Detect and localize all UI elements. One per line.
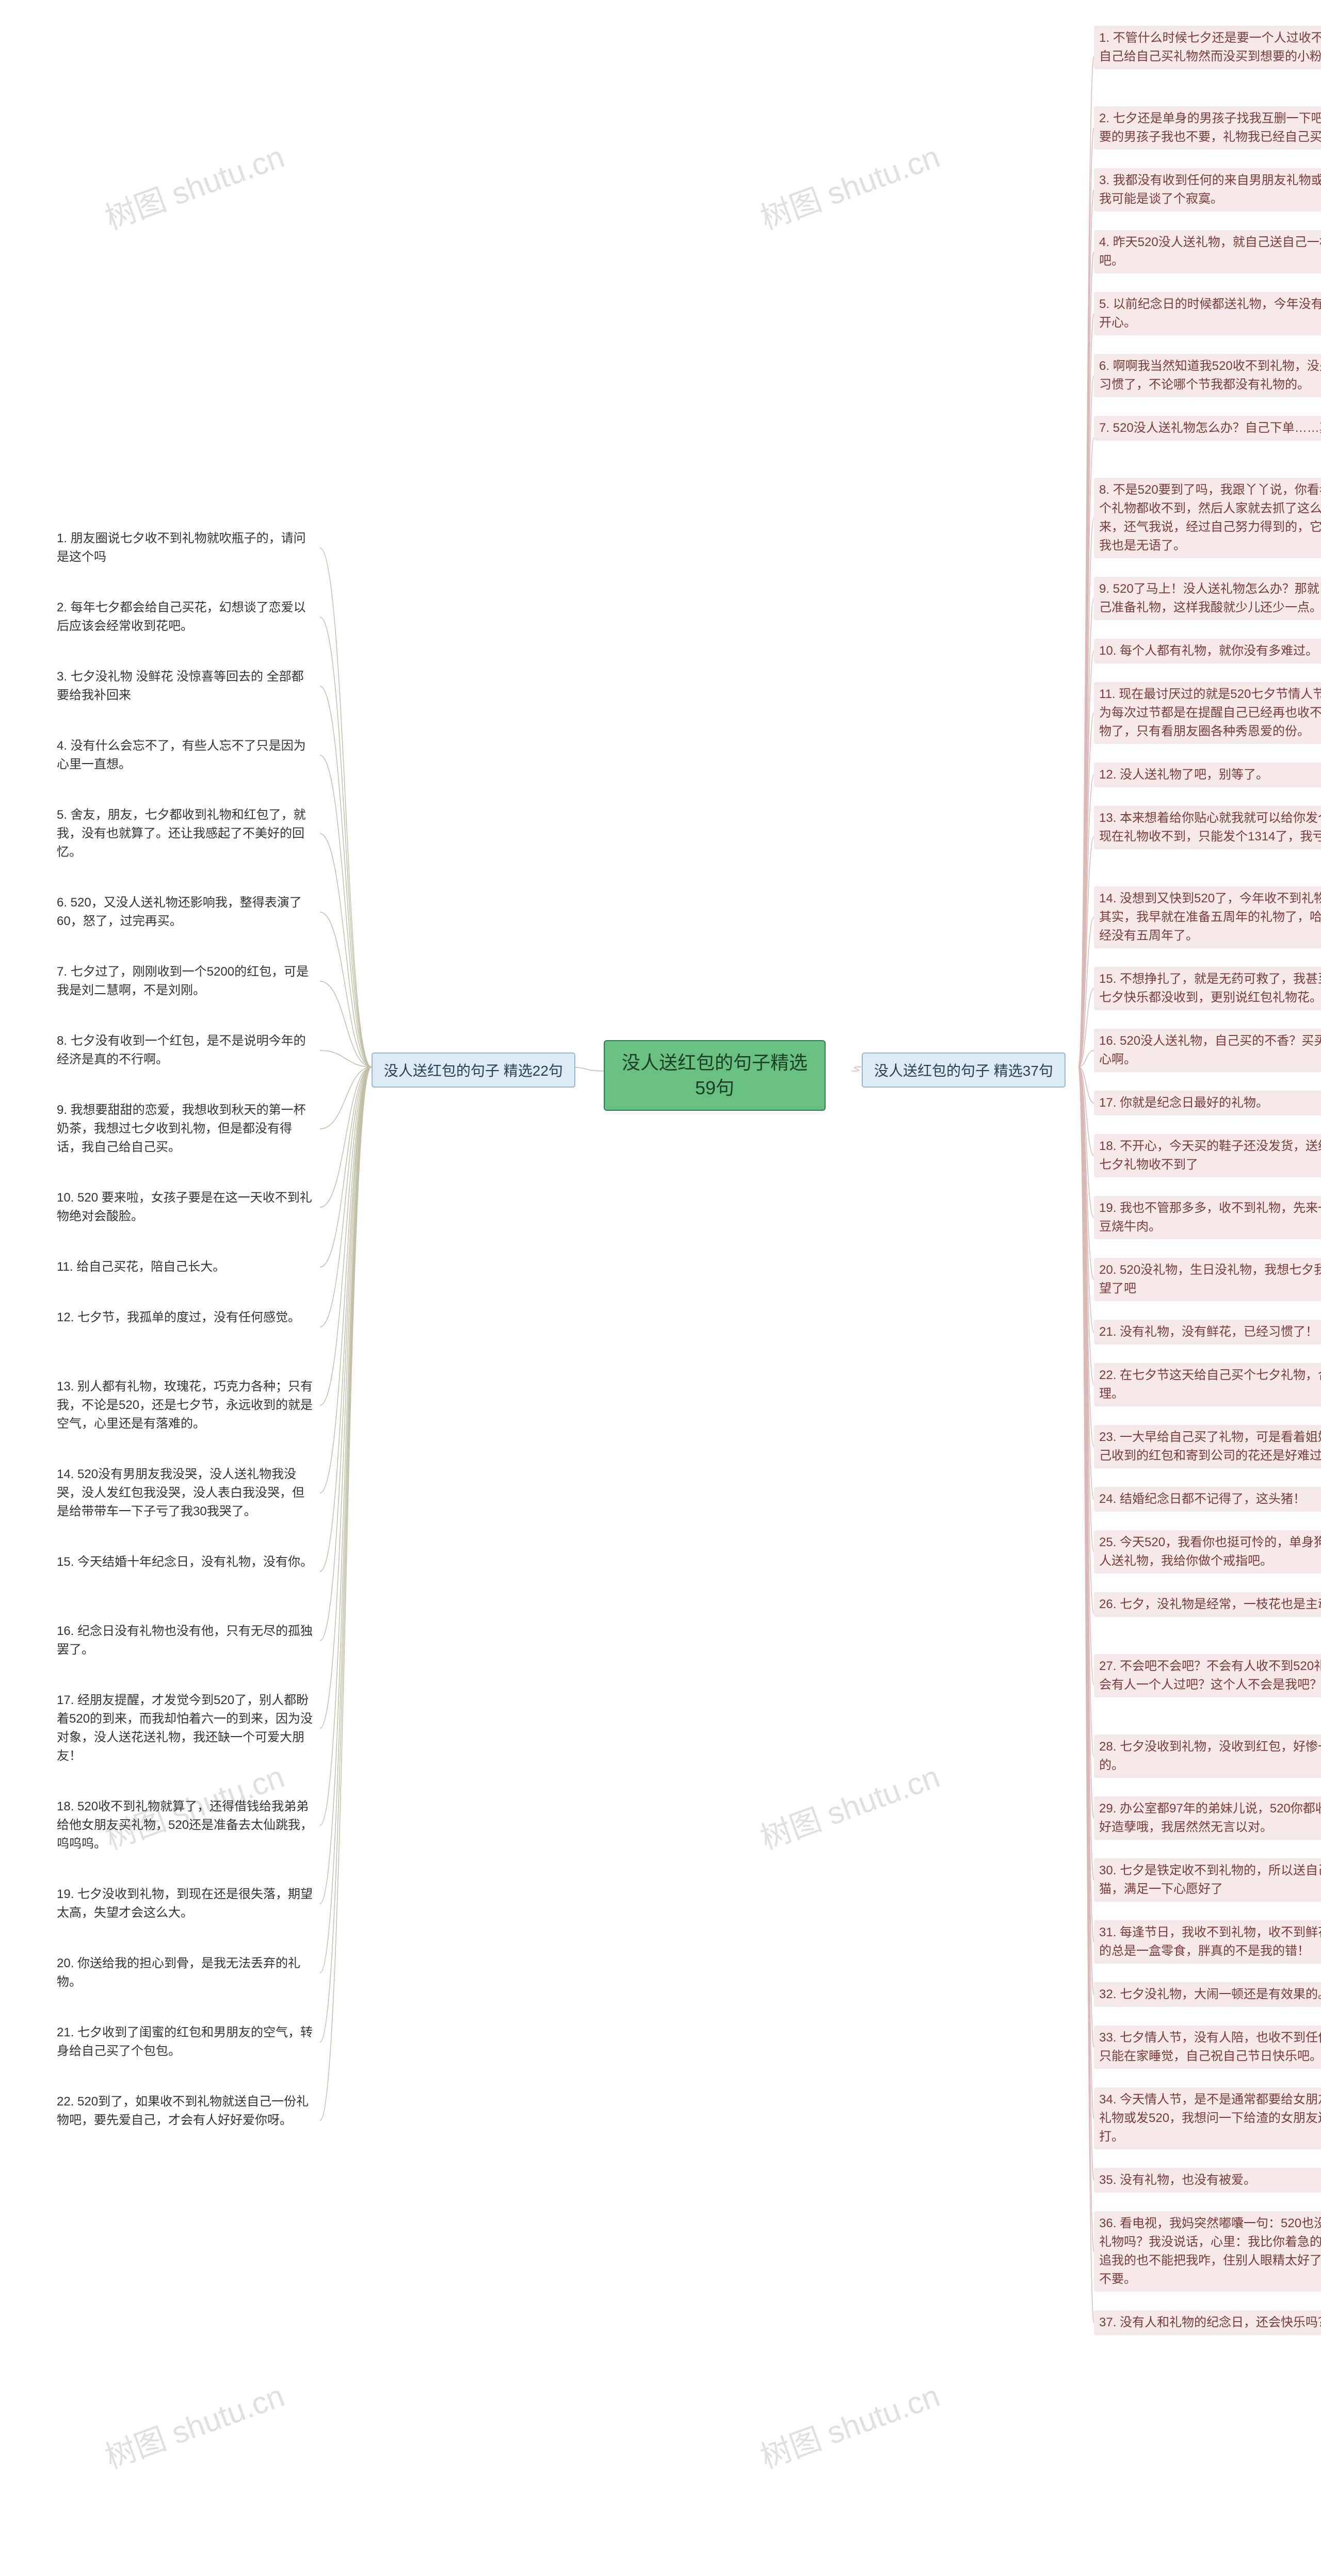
watermark: 树图 shutu.cn [98, 132, 289, 238]
leaf-right-16[interactable]: 16. 520没人送礼物，自己买的不香？买买买就很开心啊。 [1094, 1029, 1321, 1072]
leaf-right-20[interactable]: 20. 520没礼物，生日没礼物，我想七夕我也不用指望了吧 [1094, 1258, 1321, 1301]
center-node[interactable]: 没人送红包的句子精选59句 [604, 1040, 826, 1111]
leaf-left-7[interactable]: 7. 七夕过了，刚刚收到一个5200的红包，可是我是刘二慧啊，不是刘刚。 [52, 960, 320, 1003]
leaf-right-33[interactable]: 33. 七夕情人节，没有人陪，也收不到任何礼物，只能在家睡觉，自己祝自己节日快乐… [1094, 2026, 1321, 2069]
leaf-right-24[interactable]: 24. 结婚纪念日都不记得了，这头猪！ [1094, 1487, 1321, 1512]
leaf-right-32[interactable]: 32. 七夕没礼物，大闹一顿还是有效果的。 [1094, 1982, 1321, 2007]
leaf-left-12[interactable]: 12. 七夕节，我孤单的度过，没有任何感觉。 [52, 1305, 320, 1330]
leaf-right-37[interactable]: 37. 没有人和礼物的纪念日，还会快乐吗？ [1094, 2310, 1321, 2335]
leaf-right-26[interactable]: 26. 七夕，没礼物是经常，一枝花也是主动要的。 [1094, 1592, 1321, 1617]
leaf-left-11[interactable]: 11. 给自己买花，陪自己长大。 [52, 1255, 320, 1279]
leaf-left-2[interactable]: 2. 每年七夕都会给自己买花，幻想谈了恋爱以后应该会经常收到花吧。 [52, 595, 320, 639]
leaf-right-8[interactable]: 8. 不是520要到了吗，我跟丫丫说，你看看你，连个礼物都收不到，然后人家就去抓… [1094, 478, 1321, 558]
leaf-left-8[interactable]: 8. 七夕没有收到一个红包，是不是说明今年的经济是真的不行啊。 [52, 1029, 320, 1072]
leaf-left-9[interactable]: 9. 我想要甜甜的恋爱，我想收到秋天的第一杯奶茶，我想过七夕收到礼物，但是都没有… [52, 1098, 320, 1160]
leaf-right-4[interactable]: 4. 昨天520没人送礼物，就自己送自己一杯喜茶吧。 [1094, 230, 1321, 273]
leaf-right-2[interactable]: 2. 七夕还是单身的男孩子找我互删一下吧，别人不要的男孩子我也不要，礼物我已经自… [1094, 106, 1321, 150]
leaf-right-34[interactable]: 34. 今天情人节，是不是通常都要给女朋友送花送礼物或发520，我想问一下给渣的… [1094, 2087, 1321, 2149]
leaf-right-9[interactable]: 9. 520了马上！没人送礼物怎么办？那就自己给自己准备礼物，这样我酸就少儿还少… [1094, 577, 1321, 620]
leaf-left-21[interactable]: 21. 七夕收到了闺蜜的红包和男朋友的空气，转身给自己买了个包包。 [52, 2020, 320, 2064]
leaf-right-30[interactable]: 30. 七夕是铁定收不到礼物的，所以送自己一只小猫，满足一下心愿好了 [1094, 1858, 1321, 1902]
watermark: 树图 shutu.cn [753, 132, 945, 238]
leaf-right-11[interactable]: 11. 现在最讨厌过的就是520七夕节情人节这种：因为每次过节都是在提醒自己已经… [1094, 682, 1321, 744]
leaf-left-15[interactable]: 15. 今天结婚十年纪念日，没有礼物，没有你。 [52, 1550, 320, 1575]
leaf-right-23[interactable]: 23. 一大早给自己买了礼物，可是看着姐妹们秀自己收到的红包和寄到公司的花还是好… [1094, 1425, 1321, 1468]
leaf-left-22[interactable]: 22. 520到了，如果收不到礼物就送自己一份礼物吧，要先爱自己，才会有人好好爱… [52, 2089, 320, 2133]
leaf-right-17[interactable]: 17. 你就是纪念日最好的礼物。 [1094, 1091, 1321, 1115]
leaf-right-25[interactable]: 25. 今天520，我看你也挺可怜的，单身狗吧，也没人送礼物，我给你做个戒指吧。 [1094, 1530, 1321, 1574]
leaf-right-1[interactable]: 1. 不管什么时候七夕还是要一个人过收不到礼物要自己给自己买礼物然而没买到想要的… [1094, 26, 1321, 69]
leaf-right-28[interactable]: 28. 七夕没收到礼物，没收到红包，好惨一个女的。 [1094, 1735, 1321, 1778]
watermark: 树图 shutu.cn [753, 1752, 945, 1858]
leaf-left-18[interactable]: 18. 520收不到礼物就算了，还得借钱给我弟弟给他女朋友买礼物，520还是准备… [52, 1794, 320, 1856]
leaf-right-36[interactable]: 36. 看电视，我妈突然嘟囔一句：520也没人给你送礼物吗？我没说话，心里：我比… [1094, 2211, 1321, 2292]
leaf-left-16[interactable]: 16. 纪念日没有礼物也没有他，只有无尽的孤独罢了。 [52, 1619, 320, 1662]
leaf-right-21[interactable]: 21. 没有礼物，没有鲜花，已经习惯了！ [1094, 1320, 1321, 1344]
leaf-right-18[interactable]: 18. 不开心，今天买的鞋子还没发货，送给自己的七夕礼物收不到了 [1094, 1134, 1321, 1177]
leaf-left-4[interactable]: 4. 没有什么会忘不了，有些人忘不了只是因为心里一直想。 [52, 734, 320, 777]
leaf-right-5[interactable]: 5. 以前纪念日的时候都送礼物，今年没有礼物也很开心。 [1094, 292, 1321, 335]
leaf-right-35[interactable]: 35. 没有礼物，也没有被爱。 [1094, 2168, 1321, 2193]
leaf-right-10[interactable]: 10. 每个人都有礼物，就你没有多难过。 [1094, 639, 1321, 663]
leaf-right-14[interactable]: 14. 没想到又快到520了，今年收不到礼物了呜呜，其实，我早就在准备五周年的礼… [1094, 886, 1321, 948]
leaf-left-13[interactable]: 13. 别人都有礼物，玫瑰花，巧克力各种；只有我，不论是520，还是七夕节，永远… [52, 1374, 320, 1436]
leaf-right-7[interactable]: 7. 520没人送礼物怎么办？自己下单……真香。 [1094, 416, 1321, 441]
leaf-right-29[interactable]: 29. 办公室都97年的弟妹儿说，520你都收不到礼物好造孽哦，我居然然无言以对… [1094, 1796, 1321, 1840]
leaf-left-10[interactable]: 10. 520 要来啦，女孩子要是在这一天收不到礼物绝对会酸脸。 [52, 1186, 320, 1229]
branch-left[interactable]: 没人送红包的句子 精选22句 [372, 1052, 575, 1088]
leaf-left-17[interactable]: 17. 经朋友提醒，才发觉今到520了，别人都盼着520的到来，而我却怕着六一的… [52, 1688, 320, 1769]
leaf-right-19[interactable]: 19. 我也不管那多多，收不到礼物，先来一大盆土豆烧牛肉。 [1094, 1196, 1321, 1239]
leaf-left-5[interactable]: 5. 舍友，朋友，七夕都收到礼物和红包了，就我，没有也就算了。还让我感起了不美好… [52, 803, 320, 865]
branch-right[interactable]: 没人送红包的句子 精选37句 [862, 1052, 1066, 1088]
leaf-left-20[interactable]: 20. 你送给我的担心到骨，是我无法丢弃的礼物。 [52, 1951, 320, 1995]
watermark: 树图 shutu.cn [753, 2371, 945, 2477]
leaf-right-6[interactable]: 6. 啊啊我当然知道我520收不到礼物，没关系早就习惯了，不论哪个节我都没有礼物… [1094, 354, 1321, 397]
leaf-left-14[interactable]: 14. 520没有男朋友我没哭，没人送礼物我没哭，没人发红包我没哭，没人表白我没… [52, 1462, 320, 1524]
mindmap-canvas: 树图 shutu.cn 树图 shutu.cn 树图 shutu.cn 树图 shut… [0, 0, 1321, 2576]
leaf-left-6[interactable]: 6. 520，又没人送礼物还影响我，整得表演了 60，怒了，过完再买。 [52, 890, 320, 934]
watermark: 树图 shutu.cn [98, 2371, 289, 2477]
leaf-right-12[interactable]: 12. 没人送礼物了吧，别等了。 [1094, 763, 1321, 787]
leaf-right-15[interactable]: 15. 不想挣扎了，就是无药可救了，我甚至连一个七夕快乐都没收到，更别说红包礼物… [1094, 967, 1321, 1010]
leaf-left-1[interactable]: 1. 朋友圈说七夕收不到礼物就吹瓶子的，请问是这个吗 [52, 526, 320, 570]
leaf-right-31[interactable]: 31. 每逢节日，我收不到礼物，收不到鲜花，收到的总是一盒零食，胖真的不是我的错… [1094, 1920, 1321, 1964]
leaf-right-22[interactable]: 22. 在七夕节这天给自己买个七夕礼物，合情合理。 [1094, 1363, 1321, 1406]
leaf-right-27[interactable]: 27. 不会吧不会吧？不会有人收不到520礼物吧？不会有人一个人过吧？这个人不会… [1094, 1654, 1321, 1697]
leaf-right-13[interactable]: 13. 本来想着给你贴心就我就可以给你发个520了，现在礼物收不到，只能发个13… [1094, 806, 1321, 849]
leaf-left-19[interactable]: 19. 七夕没收到礼物，到现在还是很失落，期望太高，失望才会这么大。 [52, 1882, 320, 1925]
leaf-right-3[interactable]: 3. 我都没有收到任何的来自男朋友礼物或者红包，我可能是谈了个寂寞。 [1094, 168, 1321, 212]
leaf-left-3[interactable]: 3. 七夕没礼物 没鲜花 没惊喜等回去的 全部都要给我补回来 [52, 665, 320, 708]
